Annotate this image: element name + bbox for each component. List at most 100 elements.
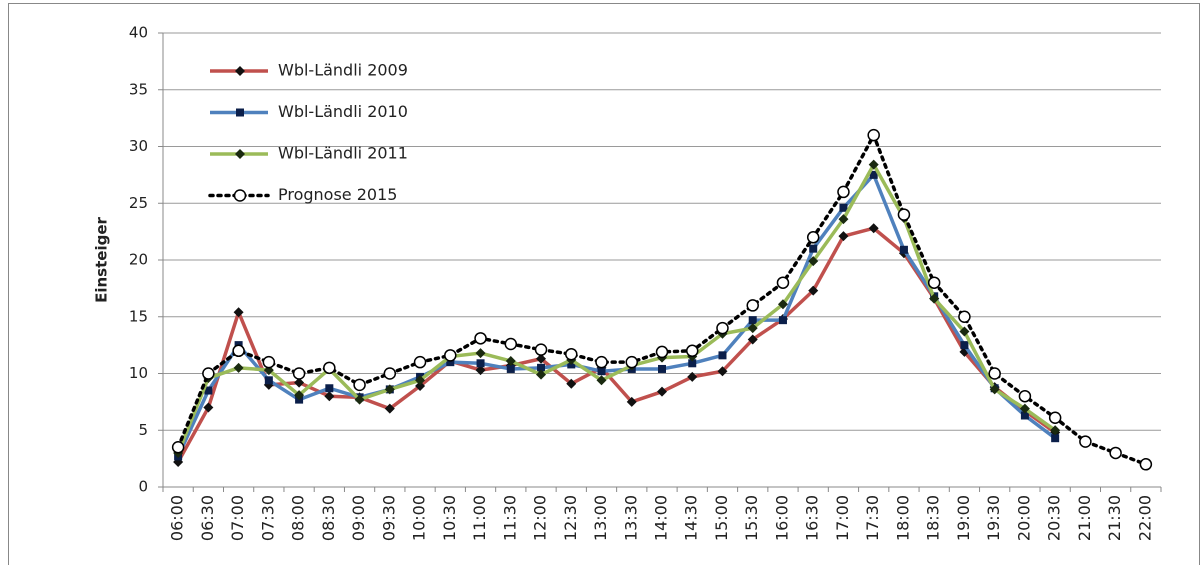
data-point (897, 208, 911, 221)
data-point (597, 367, 606, 376)
data-point (294, 390, 305, 401)
x-tick-label: 21:00 (1075, 495, 1094, 541)
y-tick-label: 30 (129, 137, 148, 155)
data-point (534, 343, 548, 356)
data-point (475, 365, 486, 376)
data-point (808, 285, 819, 296)
data-point (809, 244, 818, 253)
data-point (415, 380, 426, 391)
data-point (748, 316, 757, 325)
data-point (202, 367, 215, 380)
data-point (264, 376, 273, 385)
data-point (688, 359, 697, 368)
x-tick-label: 14:00 (652, 495, 671, 541)
x-tick-label: 06:00 (168, 495, 187, 541)
data-point (626, 396, 637, 407)
y-tick-label: 35 (129, 80, 148, 98)
x-tick-label: 20:00 (1014, 495, 1033, 541)
data-point (868, 223, 879, 234)
data-point (171, 441, 185, 454)
y-tick-label: 5 (138, 421, 148, 439)
frame (8, 3, 1200, 565)
data-point (657, 386, 667, 397)
data-point (1020, 411, 1029, 420)
data-point (537, 363, 546, 372)
data-point (869, 170, 878, 179)
x-tick-label: 22:00 (1135, 495, 1154, 541)
data-point (655, 345, 669, 359)
data-point (776, 276, 790, 289)
x-tick-label: 09:00 (349, 495, 368, 541)
x-tick-label: 13:30 (621, 495, 640, 541)
data-point (294, 377, 305, 388)
data-point (838, 231, 849, 242)
data-point (837, 185, 850, 199)
data-point (446, 358, 455, 367)
x-tick-label: 17:00 (833, 495, 852, 541)
y-tick-label: 40 (129, 24, 148, 42)
data-point (596, 375, 607, 386)
data-point (474, 332, 487, 345)
data-point (658, 364, 666, 373)
data-point (808, 256, 819, 267)
data-point (504, 337, 518, 351)
legend-marker (235, 149, 245, 159)
data-point (1048, 411, 1062, 425)
data-point (778, 316, 787, 325)
data-point (475, 348, 486, 359)
x-tick-label: 12:00 (531, 495, 550, 541)
x-tick-label: 11:00 (470, 495, 489, 541)
data-point (383, 367, 397, 380)
data-point (384, 384, 395, 395)
data-point (868, 159, 879, 170)
data-point (777, 299, 788, 310)
series-line (176, 173, 1057, 458)
x-tick-label: 12:30 (561, 495, 580, 541)
legend-label: Prognose 2015 (278, 185, 397, 204)
x-tick-label: 21:30 (1105, 495, 1124, 541)
data-point (1018, 389, 1032, 403)
x-tick-label: 15:00 (712, 495, 731, 541)
data-point (384, 403, 395, 414)
data-point (867, 128, 880, 142)
data-point (324, 391, 335, 402)
data-point (415, 375, 426, 386)
x-tick-label: 11:30 (500, 495, 519, 541)
data-point (506, 364, 515, 373)
x-tick-label: 14:30 (682, 495, 701, 541)
x-tick-label: 10:30 (440, 495, 459, 541)
data-point (204, 386, 213, 395)
data-point (323, 361, 336, 375)
series-line (176, 226, 1057, 463)
data-point (899, 245, 908, 254)
x-tick-label: 07:30 (258, 495, 277, 541)
x-tick-label: 19:30 (984, 495, 1003, 541)
data-point (929, 293, 940, 304)
data-point (1019, 403, 1030, 414)
data-point (536, 353, 547, 364)
data-point (1079, 435, 1092, 448)
data-point (1050, 425, 1061, 436)
x-tick-label: 15:30 (742, 495, 761, 541)
x-tick-label: 08:00 (289, 495, 308, 541)
series-line (176, 162, 1057, 454)
y-axis-title: Einsteiger (93, 217, 111, 303)
data-point (476, 359, 485, 368)
data-point (566, 378, 577, 389)
x-tick-label: 09:30 (379, 495, 398, 541)
x-tick-label: 17:30 (863, 495, 882, 541)
data-point (1051, 434, 1060, 443)
data-point (262, 355, 276, 369)
data-point (354, 394, 365, 405)
x-tick-label: 20:30 (1045, 495, 1064, 541)
data-point (687, 371, 698, 382)
data-point (325, 384, 334, 393)
data-point (595, 355, 608, 369)
data-point (353, 378, 366, 392)
data-point (838, 214, 849, 225)
data-point (960, 341, 969, 350)
legend-label: Wbl-Ländli 2010 (278, 102, 408, 121)
data-point (958, 310, 971, 323)
data-point (747, 334, 758, 345)
